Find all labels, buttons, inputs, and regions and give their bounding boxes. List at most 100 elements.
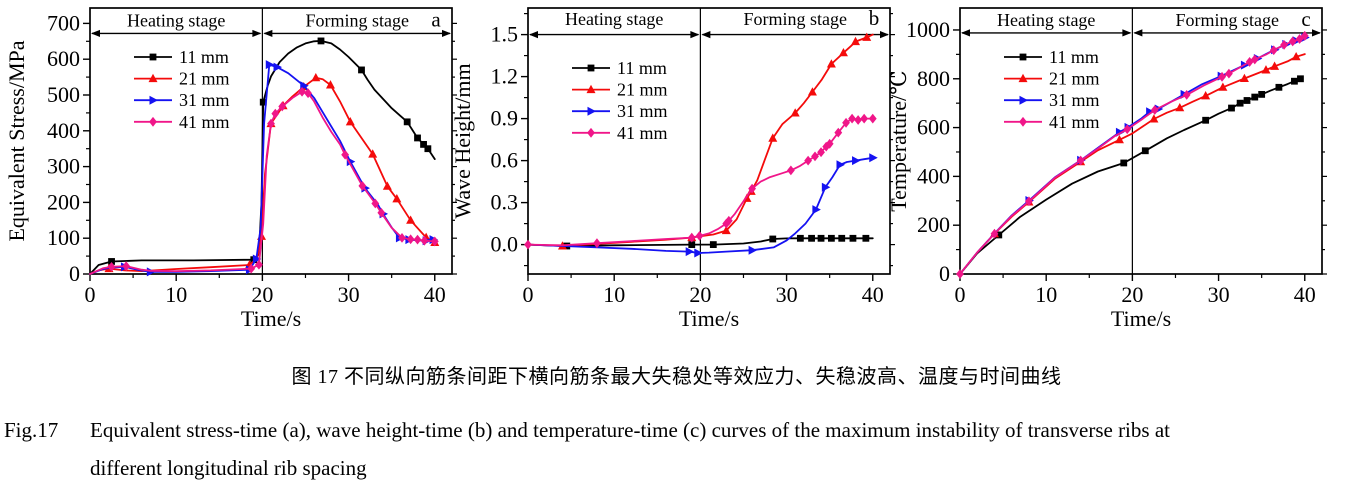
series-marker-icon <box>271 108 280 119</box>
series-marker-icon <box>812 205 821 215</box>
chart-a-panel-letter: a <box>431 8 441 32</box>
stage-arrow-forming-stage <box>701 31 889 39</box>
arrowhead-right-icon <box>880 31 889 39</box>
chart-b-x-axis-label: Time/s <box>679 306 739 330</box>
series-marker-icon <box>1258 90 1266 98</box>
series-marker-icon <box>1225 68 1233 79</box>
series-marker-icon <box>1288 36 1297 47</box>
chart-c-y-axis-label: Temperature/℃ <box>886 70 911 212</box>
series-marker-icon <box>694 248 703 258</box>
series-marker-icon <box>1123 124 1132 135</box>
series-marker-icon <box>406 215 416 224</box>
series-marker-icon <box>325 80 335 89</box>
legend-marker-icon <box>149 53 157 61</box>
stage-arrow-heating-stage <box>91 29 262 38</box>
chart-b-series-11mm <box>527 234 874 250</box>
x-tick-label: 30 <box>338 282 360 307</box>
arrowhead-right-icon <box>1122 29 1132 37</box>
series-marker-icon <box>721 225 731 235</box>
arrowhead-left-icon <box>961 29 970 37</box>
series-marker-icon <box>842 117 850 128</box>
series-marker-icon <box>278 101 287 112</box>
series-marker-icon <box>1291 52 1301 61</box>
series-marker-icon <box>345 117 355 126</box>
x-tick-label: 30 <box>1208 282 1230 307</box>
legend-marker-icon <box>587 127 595 138</box>
chart-c-frame <box>959 7 1323 275</box>
series-marker-icon <box>695 231 704 241</box>
chart-b-y-axis-label: Wave Height/mm <box>450 63 475 218</box>
y-tick-label: 0.9 <box>491 106 519 131</box>
y-tick-label: 400 <box>47 118 80 143</box>
y-tick-label: 1.2 <box>491 64 519 89</box>
legend-label: 41 mm <box>179 112 230 132</box>
series-marker-icon <box>1297 75 1304 83</box>
y-tick-label: 700 <box>47 10 80 35</box>
series-marker-icon <box>377 207 386 218</box>
legend-marker-icon <box>587 64 595 72</box>
x-tick-label: 30 <box>776 282 798 307</box>
series-marker-icon <box>748 245 758 255</box>
arrowhead-left-icon <box>529 31 538 39</box>
series-marker-icon <box>1120 159 1128 167</box>
y-tick-label: 800 <box>917 66 950 91</box>
y-tick-label: 0.0 <box>491 232 519 257</box>
chart-b-frame <box>527 7 891 275</box>
series-marker-icon <box>869 153 878 163</box>
series-line <box>527 156 874 254</box>
series-marker-icon <box>868 113 877 124</box>
series-marker-icon <box>688 241 696 248</box>
series-marker-icon <box>1236 99 1244 107</box>
y-tick-label: 400 <box>917 163 950 188</box>
series-marker-icon <box>1295 34 1304 44</box>
series-marker-icon <box>1270 61 1280 70</box>
series-marker-icon <box>1201 91 1211 100</box>
legend-label: 21 mm <box>1049 69 1100 89</box>
chart-c-panel-letter: c <box>1301 7 1310 31</box>
series-marker-icon <box>1228 104 1235 112</box>
legend-marker-icon <box>1019 95 1028 105</box>
series-marker-icon <box>808 234 815 242</box>
series-marker-icon <box>358 66 365 74</box>
series-marker-icon <box>860 113 869 124</box>
legend-marker-icon <box>1019 53 1027 61</box>
series-marker-icon <box>252 254 262 264</box>
series-marker-icon <box>403 118 411 126</box>
series-marker-icon <box>709 241 717 248</box>
series-marker-icon <box>838 234 846 242</box>
series-marker-icon <box>807 87 817 96</box>
legend-label: 31 mm <box>1049 90 1100 110</box>
x-tick-label: 10 <box>1035 282 1057 307</box>
y-tick-label: 200 <box>47 189 80 214</box>
series-line <box>959 77 1302 275</box>
caption-english-line1: Equivalent stress-time (a), wave height-… <box>90 418 1170 442</box>
legend-label: 11 mm <box>617 58 667 78</box>
series-marker-icon <box>122 261 131 272</box>
chart-c-x-axis-label: Time/s <box>1111 306 1171 330</box>
series-marker-icon <box>1141 147 1149 155</box>
x-tick-label: 40 <box>424 282 446 307</box>
series-marker-icon <box>255 259 263 270</box>
legend-label: 31 mm <box>617 101 668 121</box>
series-marker-icon <box>358 181 367 191</box>
series-marker-icon <box>311 73 321 82</box>
series-marker-icon <box>990 228 999 239</box>
series-marker-icon <box>821 182 831 192</box>
series-marker-icon <box>790 108 800 117</box>
legend-marker-icon <box>149 95 158 105</box>
chart-c-panel: 0 10 20 30 4002004006008001000Time/sTemperat… <box>886 7 1327 330</box>
y-tick-label: 1.5 <box>491 22 519 47</box>
series-marker-icon <box>826 59 836 68</box>
arrowhead-left-icon <box>1133 29 1143 37</box>
chart-b-panel: 0 10 20 30 40 0.0 0.3 0.6 0.9 1.2 1.5 Time/s Wave He… <box>450 6 895 330</box>
x-tick-label: 10 <box>603 282 625 307</box>
series-marker-icon <box>1025 196 1033 207</box>
series-marker-icon <box>108 258 115 265</box>
series-marker-icon <box>1076 155 1085 166</box>
series-marker-icon <box>392 194 402 203</box>
series-marker-icon <box>834 127 843 138</box>
series-marker-icon <box>848 113 856 124</box>
series-marker-icon <box>786 165 795 176</box>
